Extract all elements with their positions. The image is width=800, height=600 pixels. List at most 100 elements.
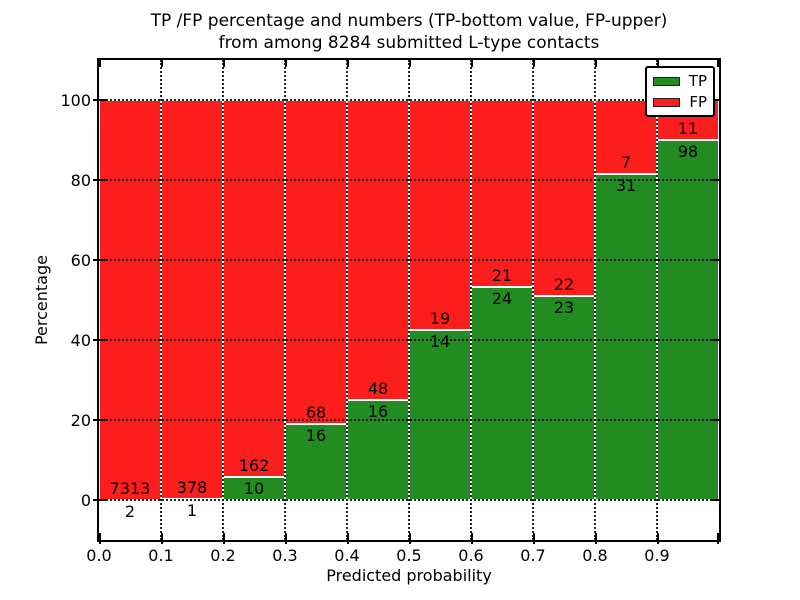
x-gridline (656, 60, 658, 540)
fp-bar-segment (285, 100, 347, 424)
legend: TP FP (645, 66, 715, 117)
fp-count-label: 19 (429, 309, 451, 329)
x-tick-mark (285, 60, 287, 67)
x-tick-mark (161, 540, 163, 544)
y-tick-mark (99, 259, 106, 261)
x-tick-label: 0.0 (86, 546, 112, 565)
x-gridline (160, 60, 162, 540)
fp-swatch-icon (653, 97, 680, 107)
tp-bar-segment (409, 330, 471, 500)
fp-bar-segment (99, 100, 161, 500)
tp-bar-segment (471, 286, 533, 500)
x-tick-mark (595, 540, 597, 544)
y-tick-label: 20 (70, 411, 91, 430)
x-tick-mark (223, 533, 225, 540)
fp-count-label: 162 (238, 455, 270, 475)
y-tick-label: 40 (70, 331, 91, 350)
x-tick-mark (717, 540, 719, 544)
fp-count-label: 378 (176, 477, 208, 497)
y-tick-mark (712, 339, 719, 341)
x-gridline (346, 60, 348, 540)
y-tick-label: 60 (70, 251, 91, 270)
x-tick-mark (657, 60, 659, 67)
x-tick-mark (471, 533, 473, 540)
fp-bar-segment (533, 100, 595, 296)
fp-count-label: 7 (620, 152, 632, 172)
x-tick-label: 0.1 (148, 546, 174, 565)
x-tick-mark (657, 533, 659, 540)
tp-count-label: 1 (186, 500, 198, 520)
x-tick-mark (223, 540, 225, 544)
legend-row-fp: FP (653, 94, 707, 110)
x-tick-mark (717, 533, 719, 540)
legend-label-tp: TP (688, 71, 707, 90)
fp-bar-segment (347, 100, 409, 400)
x-tick-mark (533, 60, 535, 67)
tp-swatch-icon (653, 76, 680, 86)
legend-label-fp: FP (689, 92, 707, 111)
y-tick-mark (99, 499, 106, 501)
y-axis-label: Percentage (32, 255, 51, 346)
y-tick-mark (712, 499, 719, 501)
x-tick-mark (161, 533, 163, 540)
x-tick-mark (99, 60, 101, 67)
tp-count-label: 23 (553, 297, 575, 317)
y-tick-mark (93, 179, 97, 181)
x-tick-mark (595, 533, 597, 540)
fp-bar-segment (409, 100, 471, 331)
y-tick-label: 0 (80, 491, 91, 510)
x-tick-mark (409, 533, 411, 540)
x-tick-mark (285, 540, 287, 544)
legend-row-tp: TP (653, 73, 707, 89)
fp-bar-segment (223, 100, 285, 477)
y-tick-mark (99, 179, 106, 181)
x-tick-mark (409, 540, 411, 544)
y-tick-mark (99, 419, 106, 421)
tp-bar-segment (595, 173, 657, 500)
x-tick-mark (409, 60, 411, 67)
x-tick-mark (717, 60, 719, 67)
x-tick-label: 0.2 (210, 546, 236, 565)
x-tick-mark (99, 540, 101, 544)
x-tick-mark (285, 533, 287, 540)
fp-bar-segment (161, 100, 223, 499)
chart-title-line1: TP /FP percentage and numbers (TP-bottom… (150, 11, 668, 31)
chart-title-line2: from among 8284 submitted L-type contact… (218, 33, 600, 53)
x-tick-label: 0.3 (272, 546, 298, 565)
x-tick-mark (657, 540, 659, 544)
fp-count-label: 21 (491, 265, 513, 285)
x-gridline (470, 60, 472, 540)
y-tick-mark (712, 99, 719, 101)
y-tick-mark (93, 99, 97, 101)
tp-count-label: 14 (429, 332, 451, 352)
x-gridline (284, 60, 286, 540)
tp-count-label: 10 (243, 478, 265, 498)
tp-count-label: 24 (491, 288, 513, 308)
x-tick-mark (533, 533, 535, 540)
y-tick-mark (93, 499, 97, 501)
y-tick-mark (99, 99, 106, 101)
x-axis-label: Predicted probability (326, 566, 492, 585)
tp-count-label: 16 (305, 425, 327, 445)
x-gridline (408, 60, 410, 540)
fp-count-label: 11 (677, 119, 699, 139)
y-tick-label: 80 (70, 171, 91, 190)
x-tick-mark (533, 540, 535, 544)
x-tick-mark (595, 60, 597, 67)
x-tick-mark (223, 60, 225, 67)
fp-count-label: 22 (553, 274, 575, 294)
x-tick-mark (347, 540, 349, 544)
x-tick-label: 0.6 (458, 546, 484, 565)
tp-count-label: 16 (367, 402, 389, 421)
x-tick-mark (471, 540, 473, 544)
plot-area: 7313 2 378 1 162 10 68 16 48 16 19 14 21 24 22 23 7 31 11 9… (60, 58, 721, 565)
x-tick-mark (471, 60, 473, 67)
x-tick-label: 0.7 (520, 546, 546, 565)
y-tick-mark (99, 339, 106, 341)
y-tick-mark (93, 339, 97, 341)
fp-count-label: 48 (367, 379, 389, 398)
y-tick-mark (712, 259, 719, 261)
fp-count-label: 68 (305, 402, 327, 422)
tp-bar-segment (657, 140, 719, 500)
